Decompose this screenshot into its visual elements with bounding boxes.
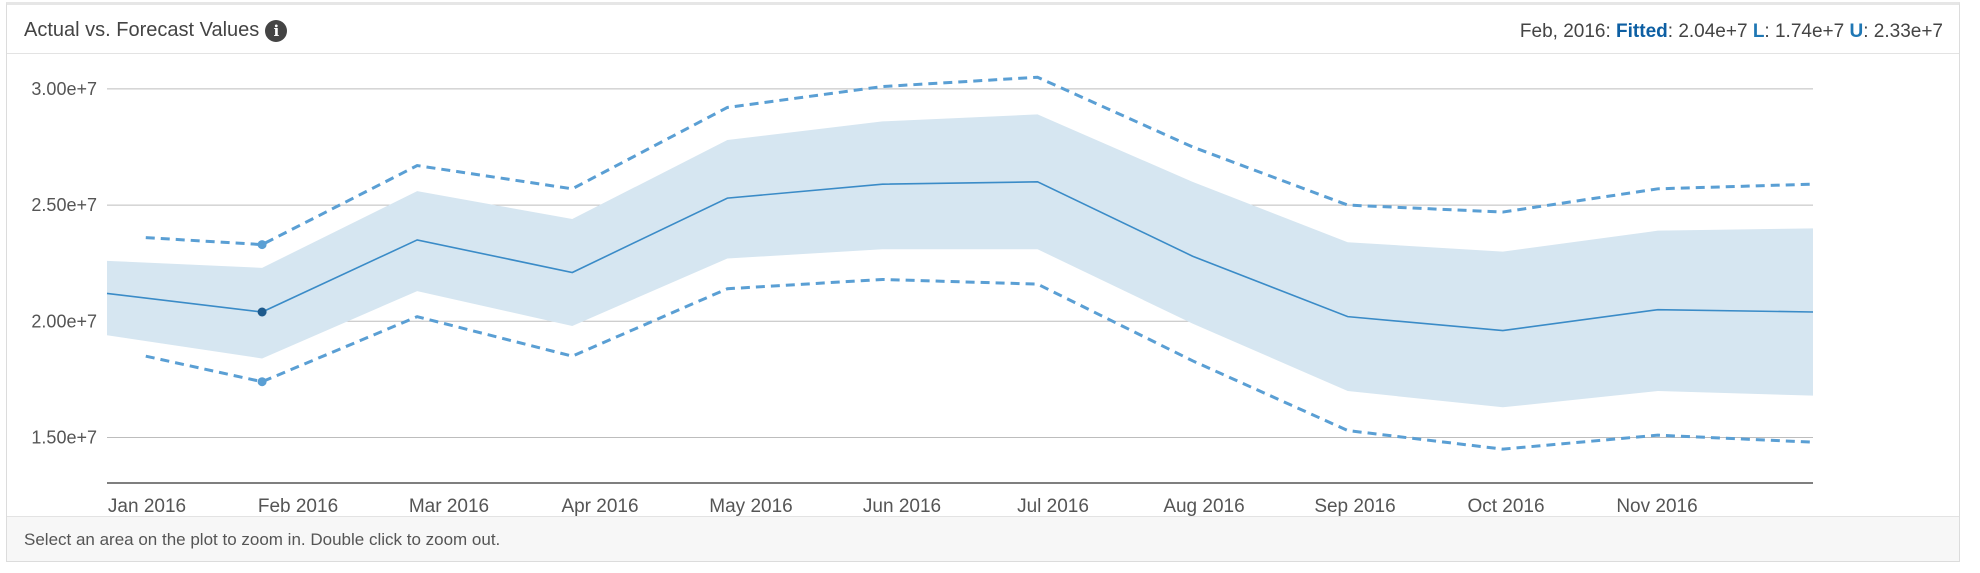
- y-tick-label: 2.00e+7: [31, 311, 97, 331]
- chart-area[interactable]: 1.50e+7 2.00e+7 2.50e+7 3.00e+7 Jan 2016 Feb …: [7, 54, 1959, 519]
- forecast-chart[interactable]: 1.50e+7 2.00e+7 2.50e+7 3.00e+7 Jan 2016 Feb …: [7, 54, 1959, 519]
- zoom-hint: Select an area on the plot to zoom in. D…: [24, 530, 501, 549]
- confidence-band: [107, 114, 1813, 408]
- y-tick-label: 1.50e+7: [31, 428, 97, 448]
- panel-header: Actual vs. Forecast Values i Feb, 2016: …: [7, 5, 1959, 54]
- lower-highlight-point: [257, 377, 267, 387]
- readout-date: Feb, 2016: [1519, 21, 1606, 42]
- x-tick-label: Apr 2016: [561, 496, 638, 517]
- readout-upper-value: 2.33e+7: [1873, 21, 1943, 42]
- readout-fitted-label: Fitted: [1616, 21, 1668, 42]
- fitted-highlight-point: [257, 307, 267, 317]
- y-tick-label: 3.00e+7: [31, 79, 97, 99]
- forecast-panel: Actual vs. Forecast Values i Feb, 2016: …: [6, 2, 1960, 562]
- readout-fitted-value: 2.04e+7: [1678, 21, 1748, 42]
- panel-title: Actual vs. Forecast Values i: [24, 19, 288, 42]
- x-tick-label: Jun 2016: [863, 496, 941, 517]
- hover-readout: Feb, 2016: Fitted: 2.04e+7 L: 1.74e+7 U:…: [1519, 21, 1943, 42]
- readout-lower-value: 1.74e+7: [1774, 21, 1845, 42]
- x-tick-label: Jul 2016: [1017, 496, 1089, 517]
- lower-bound-line: [145, 277, 1814, 451]
- x-tick-label: May 2016: [709, 496, 792, 517]
- x-tick-label: Sep 2016: [1314, 496, 1395, 517]
- x-tick-label: Jan 2016: [108, 496, 186, 517]
- x-tick-label: Mar 2016: [409, 496, 489, 517]
- y-tick-label: 2.50e+7: [31, 195, 97, 215]
- readout-lower-label: L: [1752, 21, 1765, 42]
- info-icon[interactable]: i: [265, 19, 288, 42]
- readout-upper-label: U: [1849, 21, 1864, 42]
- x-tick-label: Nov 2016: [1616, 496, 1697, 517]
- fitted-line: [106, 181, 1814, 332]
- x-tick-label: Aug 2016: [1163, 496, 1244, 517]
- upper-highlight-point: [257, 240, 267, 250]
- panel-footer: Select an area on the plot to zoom in. D…: [7, 516, 1959, 561]
- upper-bound-line: [145, 75, 1814, 247]
- x-tick-label: Oct 2016: [1467, 496, 1544, 517]
- x-tick-label: Feb 2016: [258, 496, 338, 517]
- panel-title-text: Actual vs. Forecast Values: [24, 19, 260, 41]
